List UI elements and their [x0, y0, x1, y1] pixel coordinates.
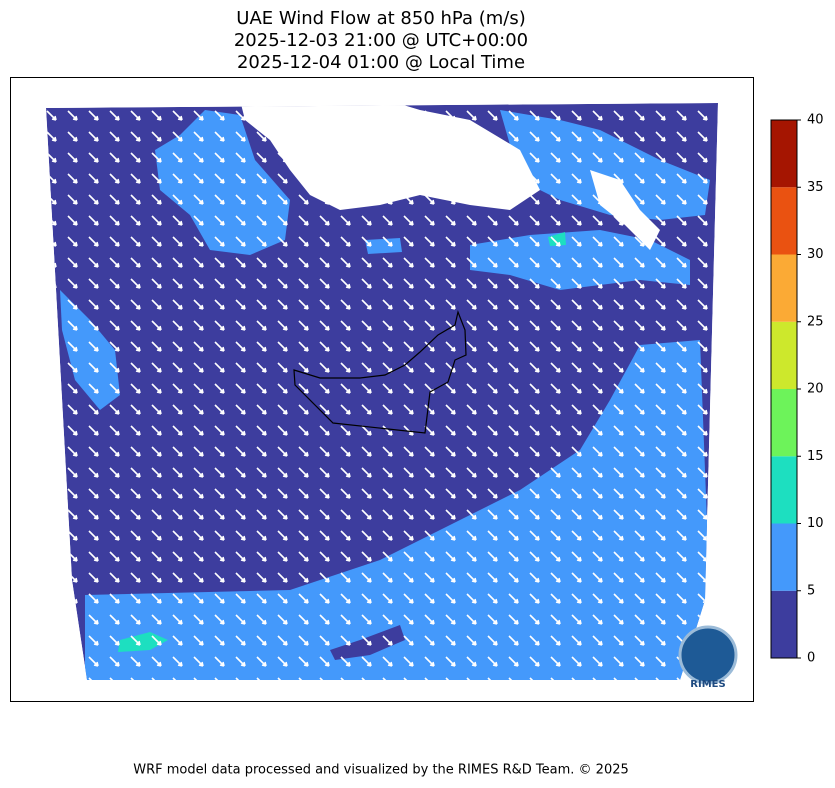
colorbar-band: [771, 456, 797, 524]
land-mask: [590, 170, 660, 250]
footer: WRF model data processed and visualized …: [133, 763, 629, 778]
colorbar-tick-label: 35: [807, 180, 824, 195]
logo-text: RIMES: [690, 679, 725, 690]
colorbar-band: [771, 120, 797, 188]
colorbar-tick-label: 20: [807, 382, 824, 397]
title-line: UAE Wind Flow at 850 hPa (m/s): [236, 8, 525, 29]
uae-border: [293, 309, 467, 434]
map: [46, 103, 718, 680]
colorbar-band: [771, 187, 797, 255]
logo-badge: [678, 625, 738, 685]
map-frame: [10, 77, 754, 702]
colorbar-band: [771, 254, 797, 322]
colorbar-tick-label: 0: [807, 651, 815, 666]
colorbar-band: [771, 523, 797, 591]
colorbar-tick-label: 5: [807, 583, 815, 598]
colorbar-band: [771, 389, 797, 457]
colorbar-tick-label: 25: [807, 314, 824, 329]
title-line: 2025-12-03 21:00 @ UTC+00:00: [234, 30, 528, 51]
land-mask: [240, 103, 540, 210]
colorbar: 0 5 10 15 20 25 30 35 40: [770, 113, 824, 666]
colorbar-tick-label: 15: [807, 449, 824, 464]
title-line: 2025-12-04 01:00 @ Local Time: [237, 52, 525, 73]
colorbar-band: [771, 321, 797, 389]
colorbar-tick-label: 10: [807, 516, 824, 531]
colorbar-tick-label: 30: [807, 247, 824, 262]
colorbar-band: [771, 590, 797, 658]
colorbar-tick-label: 40: [807, 113, 824, 128]
